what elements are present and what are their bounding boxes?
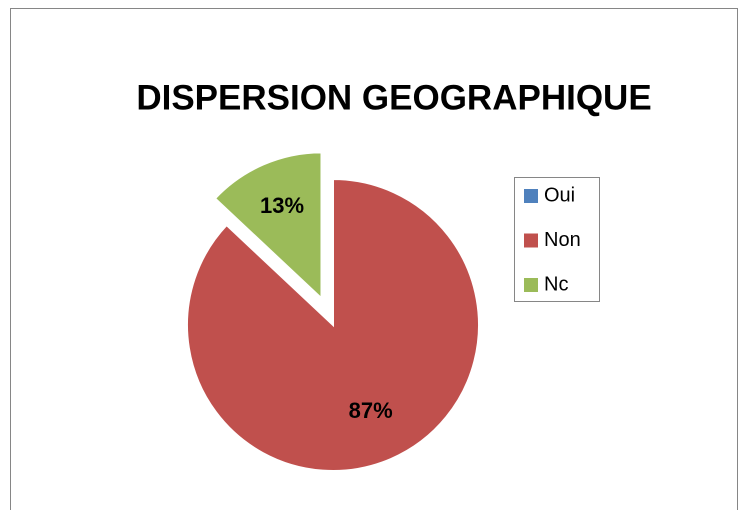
legend-swatch: [524, 278, 538, 292]
legend-swatch: [524, 189, 538, 203]
legend-label: Non: [544, 229, 581, 251]
data-label: 87%: [349, 398, 393, 423]
legend-label: Oui: [544, 184, 575, 206]
pie-slice: [186, 177, 480, 472]
legend-swatch: [524, 233, 538, 248]
pie-slice: [213, 151, 323, 301]
data-label: 13%: [260, 193, 304, 218]
legend-label: Nc: [544, 273, 568, 295]
chart-title: DISPERSION GEOGRAPHIQUE: [136, 78, 651, 117]
